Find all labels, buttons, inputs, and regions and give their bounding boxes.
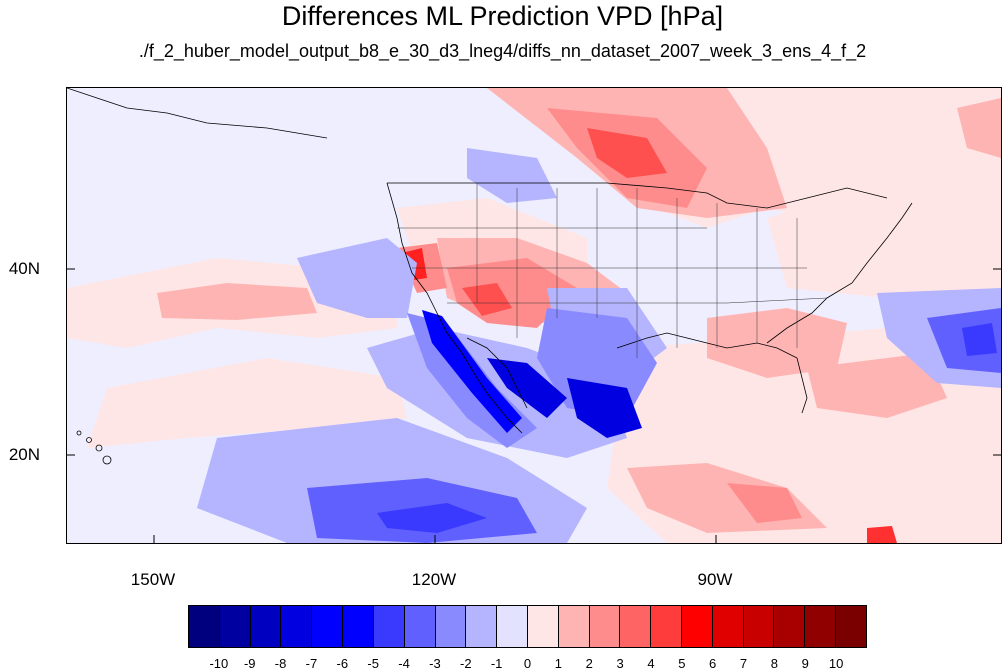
colorbar-swatch	[620, 606, 652, 647]
state-boundaries	[397, 183, 828, 358]
colorbar-swatch	[712, 606, 744, 647]
colorbar-tick-label: 10	[828, 656, 844, 671]
colorbar-swatch	[743, 606, 775, 647]
colorbar-swatch	[805, 606, 837, 647]
colorbar-swatch	[404, 606, 436, 647]
colorbar-swatch	[836, 606, 866, 647]
colorbar-swatch	[651, 606, 682, 647]
colorbar-tick-label: 2	[585, 656, 593, 671]
map-title: Differences ML Prediction VPD [hPa]	[281, 1, 724, 31]
colorbar-swatch	[219, 606, 251, 647]
colorbar-tick-label: -8	[274, 656, 287, 671]
colorbar-tick-label: 0	[523, 656, 532, 671]
colorbar-swatch	[343, 606, 374, 647]
colorbar-tick-label: 9	[801, 656, 809, 671]
coastlines	[67, 88, 913, 434]
colorbar-swatch	[774, 606, 806, 647]
colorbar-tick-label: -9	[243, 656, 256, 671]
lon-label-120w: 120W	[411, 570, 457, 589]
colorbar-tick-label: -4	[398, 656, 410, 671]
hawaii-islands	[76, 430, 112, 465]
colorbar-swatch	[527, 606, 559, 647]
colorbar-swatch	[682, 606, 713, 647]
colorbar-tick-label: 5	[678, 656, 686, 671]
colorbar-tick-label: -10	[209, 656, 229, 671]
colorbar-swatch	[312, 606, 344, 647]
colorbar-tick-label: 6	[709, 656, 717, 671]
colorbar-labels: -10 -9 -8 -7 -6 -5 -4 -3 -2 -1 0 1 2 3 4 5 6 7 8 9 10	[188, 657, 867, 672]
colorbar-tick-label: 3	[616, 656, 624, 671]
field-dark-blue	[377, 310, 997, 533]
lat-label-20n: 20N	[8, 445, 40, 464]
colorbar-tick-label: -6	[336, 656, 349, 671]
lon-label-150w: 150W	[130, 570, 176, 589]
colorbar-swatch	[589, 606, 621, 647]
colorbar-tick-label: -3	[429, 656, 441, 671]
axis-ticks	[67, 268, 1001, 543]
colorbar-swatch	[250, 606, 282, 647]
colorbar-tick-label: 8	[770, 656, 779, 671]
lon-label-90w: 90W	[697, 570, 733, 589]
colorbar-tick-label: 4	[647, 656, 655, 671]
map-plot	[66, 87, 1002, 544]
map-subtitle: ./f_2_huber_model_output_b8_e_30_d3_lneg…	[138, 41, 867, 61]
lat-label-40n: 40N	[8, 259, 40, 278]
colorbar-tick-label: -7	[305, 656, 318, 671]
map-canvas	[67, 88, 1001, 543]
colorbar	[188, 605, 867, 648]
colorbar-swatch	[466, 606, 498, 647]
colorbar-swatch	[435, 606, 467, 647]
colorbar-tick-label: 7	[739, 656, 748, 671]
colorbar-swatch	[373, 606, 405, 647]
colorbar-swatch	[281, 606, 313, 647]
colorbar-swatch	[558, 606, 590, 647]
colorbar-tick-label: -1	[490, 656, 503, 671]
colorbar-tick-label: -5	[367, 656, 379, 671]
colorbar-swatch	[497, 606, 528, 647]
colorbar-swatch	[189, 606, 220, 647]
colorbar-tick-label: -2	[459, 656, 472, 671]
colorbar-tick-label: 1	[554, 656, 562, 671]
